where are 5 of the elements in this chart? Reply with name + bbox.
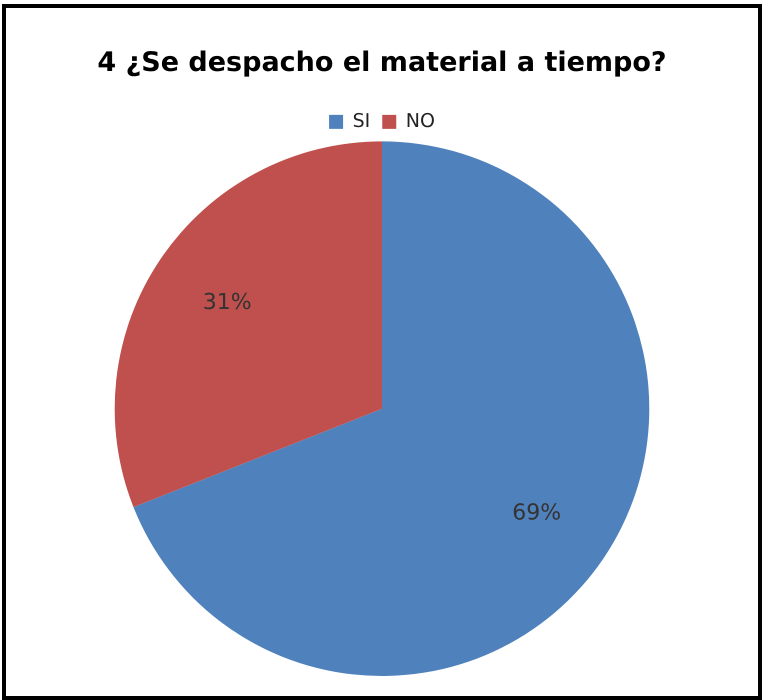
data-label: 69%	[512, 500, 562, 526]
data-label: 31%	[202, 290, 252, 316]
legend-label: NO	[406, 110, 435, 132]
legend-label: SI	[352, 110, 370, 132]
chart-title: 4 ¿Se despacho el material a tiempo?	[97, 47, 667, 78]
